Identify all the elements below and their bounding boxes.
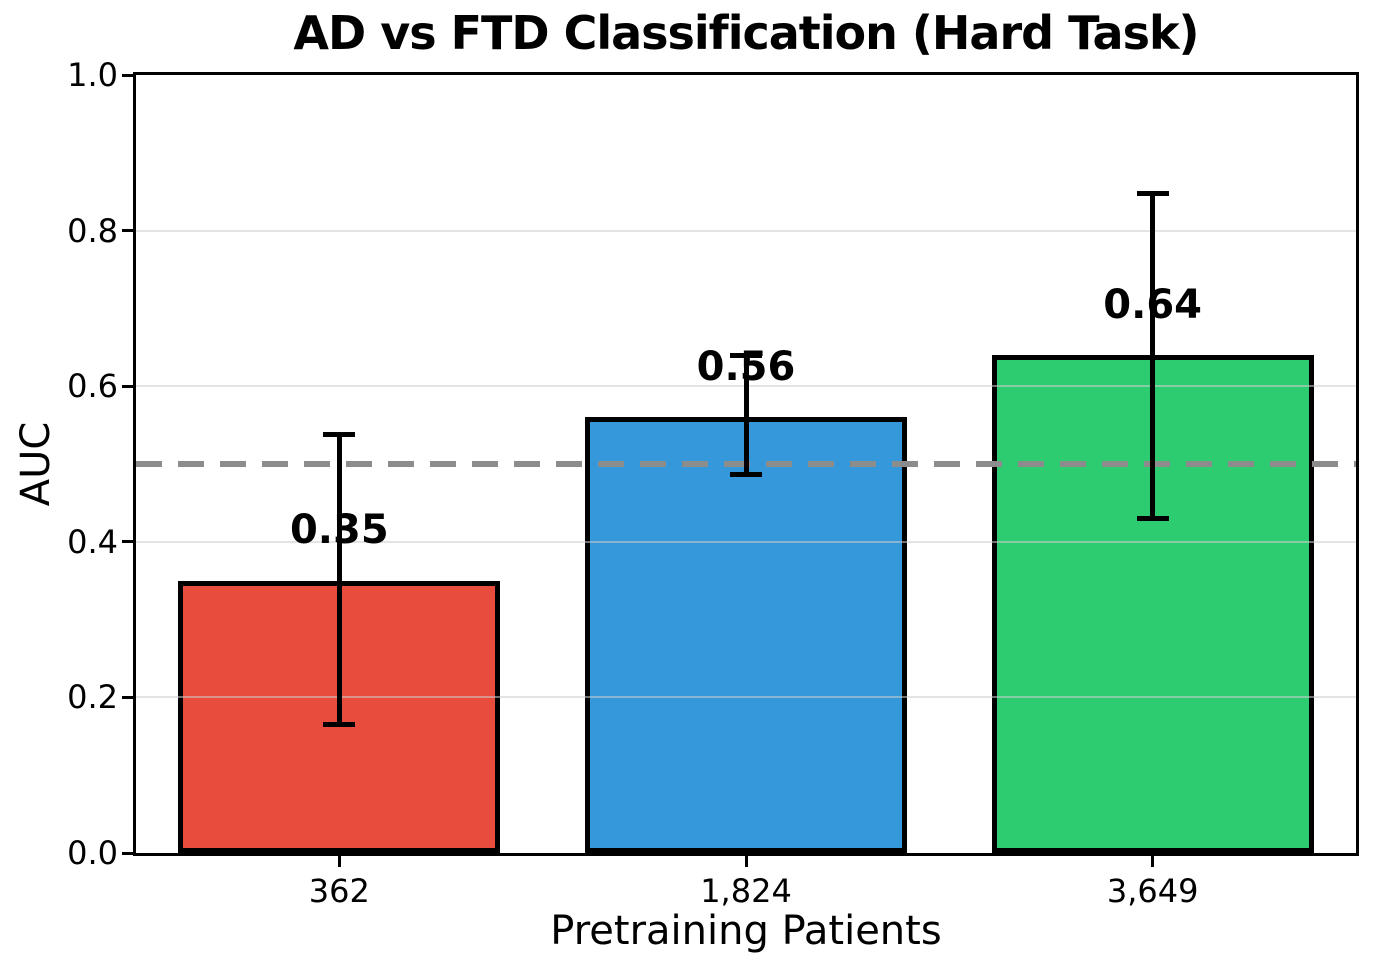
x-tick-label: 362 [308, 872, 370, 910]
y-tick-label: 1.0 [67, 56, 118, 94]
error-bar [743, 355, 749, 475]
value-label: 0.64 [1103, 281, 1203, 328]
error-bar-cap-top [730, 353, 762, 359]
x-tick-mark [337, 856, 341, 867]
error-bar [336, 434, 342, 725]
y-tick-mark [122, 229, 133, 233]
x-tick-label: 3,649 [1106, 872, 1199, 910]
x-axis-title: Pretraining Patients [550, 908, 942, 954]
y-tick-label: 0.8 [67, 211, 118, 250]
value-label: 0.56 [696, 343, 796, 390]
x-tick-mark [1151, 856, 1155, 867]
bar-1,824 [585, 417, 907, 853]
plot-area: 0.35 0.56 0.64 [133, 72, 1359, 856]
x-tick-mark [744, 856, 748, 867]
y-tick-mark [122, 851, 133, 855]
y-axis-title: AUC [13, 421, 59, 507]
y-tick-label: 0.2 [67, 678, 118, 717]
error-bar-cap-top [323, 431, 356, 437]
error-bar-cap-top [1136, 190, 1169, 196]
gridline-0.4 [136, 540, 1356, 543]
error-bar [1150, 193, 1156, 519]
error-bar-cap-bottom [323, 722, 356, 728]
gridline-0.2 [136, 696, 1356, 699]
y-tick-mark [122, 540, 133, 544]
y-tick-mark [122, 73, 133, 77]
value-label: 0.35 [289, 507, 389, 554]
y-tick-label: 0.4 [67, 522, 118, 561]
y-tick-mark [122, 695, 133, 699]
error-bar-cap-bottom [1136, 515, 1169, 521]
x-tick-label: 1,824 [700, 872, 792, 910]
chart-title: AD vs FTD Classification (Hard Task) [293, 6, 1199, 60]
gridline-0.8 [136, 229, 1356, 232]
y-tick-mark [122, 384, 133, 388]
y-tick-label: 0.0 [67, 834, 118, 872]
y-tick-label: 0.6 [67, 367, 118, 406]
error-bar-cap-bottom [730, 472, 762, 478]
